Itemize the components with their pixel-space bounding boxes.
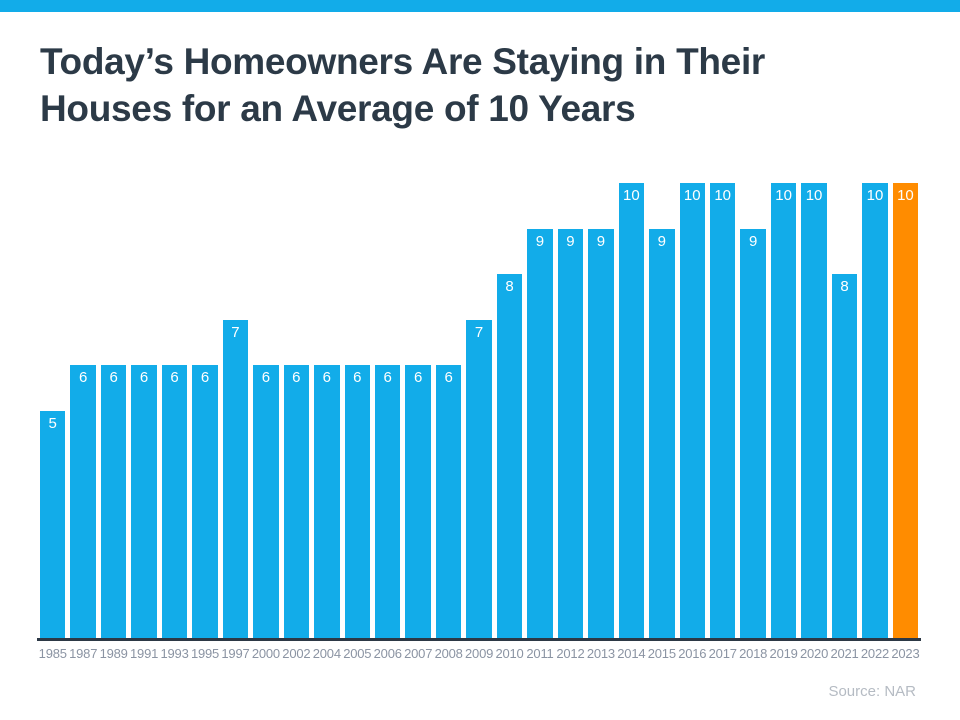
bar-value-label: 6 bbox=[79, 369, 88, 386]
bar-value-label: 10 bbox=[897, 187, 914, 204]
x-axis-label-2011: 2011 bbox=[526, 646, 554, 661]
bar-2010: 8 bbox=[496, 274, 523, 638]
bar-2017: 10 bbox=[709, 183, 736, 638]
bar-value-label: 8 bbox=[505, 278, 514, 295]
bar-value-label: 6 bbox=[109, 369, 118, 386]
bar-value-label: 10 bbox=[805, 187, 823, 204]
bar-2008: 6 bbox=[435, 365, 462, 638]
bar-value-label: 10 bbox=[714, 187, 732, 204]
x-axis-label-1989: 1989 bbox=[99, 646, 128, 661]
bar-2004: 6 bbox=[314, 365, 340, 638]
x-axis-label-2005: 2005 bbox=[343, 646, 372, 661]
source-caption: Source: NAR bbox=[828, 683, 916, 700]
bar-value-label: 6 bbox=[383, 369, 392, 386]
bar-1985: 5 bbox=[40, 410, 66, 638]
bar-value-label: 5 bbox=[48, 414, 57, 432]
bar-value-label: 6 bbox=[170, 369, 179, 386]
bar-1993: 6 bbox=[161, 365, 188, 638]
bar-2016: 10 bbox=[679, 183, 705, 638]
bar-value-label: 6 bbox=[353, 369, 362, 386]
bar-2021: 8 bbox=[831, 274, 858, 638]
page-title: Today’s Homeowners Are Staying in Their H… bbox=[40, 38, 920, 132]
bar-value-label: 6 bbox=[261, 369, 271, 386]
bar-2019: 10 bbox=[770, 183, 797, 638]
bar-1991: 6 bbox=[131, 365, 157, 638]
bar-2013: 9 bbox=[588, 228, 614, 638]
x-axis-label-2008: 2008 bbox=[434, 646, 463, 661]
x-axis-label-2009: 2009 bbox=[465, 646, 494, 661]
bar-2015: 9 bbox=[649, 228, 675, 638]
bar-value-label: 10 bbox=[683, 187, 701, 204]
x-axis-label-2018: 2018 bbox=[739, 646, 768, 661]
page-title-line1: Today’s Homeowners Are Staying in Their bbox=[40, 41, 766, 82]
x-axis-line bbox=[37, 638, 921, 641]
bar-value-label: 8 bbox=[840, 278, 849, 295]
x-axis-label-2017: 2017 bbox=[708, 646, 737, 661]
bar-chart: 5 6 6 6 6 6 7 6 6 6 6 6 6 6 7 8 9 9 9 10 9 10 10 9 10 10 8 10 10 bbox=[40, 183, 919, 638]
x-axis-label-2021: 2021 bbox=[830, 646, 859, 661]
bar-value-label: 6 bbox=[322, 369, 331, 386]
bar-2014: 10 bbox=[618, 183, 645, 638]
x-axis-label-2013: 2013 bbox=[586, 646, 615, 661]
bar-2005: 6 bbox=[344, 365, 370, 638]
bar-2012: 9 bbox=[557, 228, 584, 638]
bar-2007: 6 bbox=[405, 365, 431, 638]
bar-value-label: 9 bbox=[657, 232, 666, 250]
bar-value-label: 9 bbox=[596, 232, 606, 250]
top-accent-bar bbox=[0, 0, 960, 12]
x-axis-label-2000: 2000 bbox=[251, 646, 280, 661]
x-axis-label-1985: 1985 bbox=[38, 646, 67, 661]
bar-value-label: 9 bbox=[748, 232, 758, 250]
page-title-line2: Houses for an Average of 10 Years bbox=[40, 88, 636, 129]
bar-value-label: 10 bbox=[866, 187, 884, 204]
bar-1995: 6 bbox=[192, 365, 218, 638]
bar-value-label: 6 bbox=[444, 369, 453, 386]
bar-2000: 6 bbox=[253, 365, 279, 638]
bar-value-label: 9 bbox=[566, 232, 575, 250]
x-axis-label-2016: 2016 bbox=[678, 646, 707, 661]
x-axis-label-2012: 2012 bbox=[556, 646, 585, 661]
bar-value-label: 7 bbox=[474, 323, 484, 341]
bar-1987: 6 bbox=[70, 365, 96, 638]
x-axis-label-1987: 1987 bbox=[69, 646, 98, 661]
x-axis-label-2023: 2023 bbox=[891, 646, 920, 661]
x-axis-label-2007: 2007 bbox=[404, 646, 433, 661]
x-axis-label-2015: 2015 bbox=[647, 646, 676, 661]
bar-2011: 9 bbox=[527, 228, 553, 638]
bar-value-label: 6 bbox=[200, 369, 210, 386]
bar-1989: 6 bbox=[100, 365, 127, 638]
bar-2002: 6 bbox=[283, 365, 310, 638]
bar-value-label: 10 bbox=[622, 187, 640, 204]
bar-1997: 7 bbox=[222, 319, 249, 638]
bar-value-label: 6 bbox=[292, 369, 301, 386]
bar-value-label: 6 bbox=[139, 369, 149, 386]
x-axis-label-2004: 2004 bbox=[312, 646, 341, 661]
x-axis-label-2002: 2002 bbox=[282, 646, 311, 661]
bar-2009: 7 bbox=[466, 319, 492, 638]
x-axis-label-2019: 2019 bbox=[769, 646, 798, 661]
bar-value-label: 6 bbox=[413, 369, 423, 386]
bar-2023: 10 bbox=[892, 183, 919, 638]
bar-value-label: 10 bbox=[775, 187, 792, 204]
bar-2018: 9 bbox=[740, 228, 766, 638]
bar-2006: 6 bbox=[374, 365, 401, 638]
bar-value-label: 9 bbox=[535, 232, 545, 250]
x-axis-label-2010: 2010 bbox=[495, 646, 524, 661]
bar-value-label: 7 bbox=[231, 323, 240, 341]
x-axis-label-1991: 1991 bbox=[130, 646, 159, 661]
x-axis-label-1995: 1995 bbox=[190, 646, 220, 661]
x-axis-label-2014: 2014 bbox=[617, 646, 646, 661]
x-axis-label-1997: 1997 bbox=[221, 646, 250, 661]
x-axis-labels: 1985 1987 1989 1991 1993 1995 1997 2000 2002 2004… bbox=[38, 646, 920, 661]
x-axis-label-2022: 2022 bbox=[860, 646, 890, 661]
bar-2022: 10 bbox=[862, 183, 888, 638]
bar-2020: 10 bbox=[801, 183, 827, 638]
x-axis-label-1993: 1993 bbox=[160, 646, 189, 661]
x-axis-label-2006: 2006 bbox=[373, 646, 402, 661]
x-axis-label-2020: 2020 bbox=[800, 646, 829, 661]
